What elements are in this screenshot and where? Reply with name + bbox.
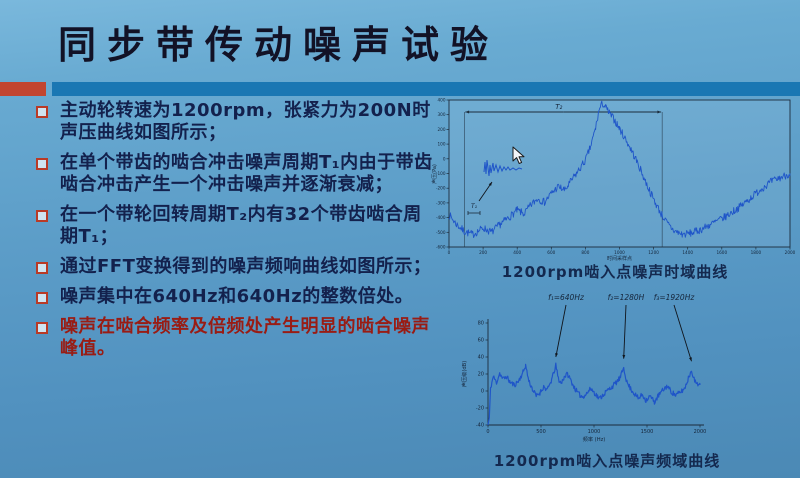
- x-tick-label: 1800: [751, 250, 762, 255]
- x-tick-label: 1400: [682, 250, 693, 255]
- t1-label: T₁: [471, 203, 478, 210]
- y-tick-label: -600: [436, 245, 446, 250]
- y-tick-label: 400: [438, 98, 446, 103]
- y-tick-label: 40: [478, 355, 484, 361]
- peak-frequency-label: f₂=1280H: [608, 293, 645, 302]
- bullet-square-icon: [36, 262, 48, 274]
- y-tick-label: 300: [438, 112, 446, 117]
- y-tick-label: 200: [438, 127, 446, 132]
- bullet-text: 在一个带轮回转周期T₂内有32个带齿啮合周期T₁；: [60, 204, 422, 247]
- bullet-item: 通过FFT变换得到的噪声频响曲线如图所示；: [36, 256, 438, 278]
- bullet-square-icon: [36, 106, 48, 118]
- x-tick-label: 600: [547, 250, 555, 255]
- spectrum-curve: [487, 362, 701, 426]
- y-tick-label: -500: [436, 230, 446, 235]
- y-tick-label: -40: [476, 423, 484, 429]
- peak-frequency-label: f₁=640Hz: [548, 293, 585, 302]
- y-axis-label: 声压(Pa): [431, 164, 438, 184]
- inset-waveform: [483, 159, 523, 177]
- x-tick-label: 0: [448, 250, 451, 255]
- bullet-text: 噪声集中在640Hz和640Hz的整数倍处。: [60, 286, 414, 307]
- x-tick-label: 2000: [694, 429, 707, 435]
- x-axis-label: 时间采样点: [607, 255, 632, 262]
- mouse-cursor-icon: [512, 146, 525, 164]
- x-tick-label: 2000: [785, 250, 796, 255]
- x-tick-label: 0: [486, 429, 489, 435]
- bullet-item: 主动轮转速为1200rpm，张紧力为200N时声压曲线如图所示；: [36, 100, 438, 144]
- bullet-text: 主动轮转速为1200rpm，张紧力为200N时声压曲线如图所示；: [60, 100, 431, 143]
- x-tick-label: 1600: [716, 250, 727, 255]
- x-tick-label: 800: [581, 250, 589, 255]
- y-tick-label: -100: [436, 171, 446, 176]
- bullet-text: 通过FFT变换得到的噪声频响曲线如图所示；: [60, 256, 432, 277]
- bullet-list: 主动轮转速为1200rpm，张紧力为200N时声压曲线如图所示； 在单个带齿的啮合…: [36, 100, 438, 368]
- bullet-square-icon: [36, 322, 48, 334]
- x-axis-label: 频率 (Hz): [583, 435, 606, 443]
- x-tick-label: 1000: [614, 250, 625, 255]
- bullet-square-icon: [36, 210, 48, 222]
- header-divider-red-block: [0, 82, 46, 96]
- y-tick-label: 100: [438, 142, 446, 147]
- y-tick-label: 80: [478, 321, 484, 327]
- y-axis-label: 声压级(dB): [460, 361, 468, 387]
- y-tick-label: 0: [481, 389, 484, 395]
- bullet-text: 在单个带齿的啮合冲击噪声周期T₁内由于带齿啮合冲击产生一个冲击噪声并逐渐衰减；: [60, 152, 433, 195]
- bullet-text: 噪声在啮合频率及倍频处产生明显的啮合噪声峰值。: [60, 316, 430, 359]
- y-tick-label: -200: [436, 186, 446, 191]
- y-tick-label: -20: [476, 406, 484, 412]
- bullet-item: 噪声在啮合频率及倍频处产生明显的啮合噪声峰值。: [36, 316, 438, 360]
- x-tick-label: 1200: [648, 250, 659, 255]
- y-tick-label: -300: [436, 200, 446, 205]
- y-tick-label: -400: [436, 215, 446, 220]
- x-tick-label: 200: [479, 250, 487, 255]
- freq-chart-caption: 1200rpm啮入点噪声频域曲线: [493, 452, 721, 470]
- x-tick-label: 400: [513, 250, 521, 255]
- header-divider-blue-bar: [52, 82, 800, 96]
- waveform: [448, 100, 791, 239]
- peak-frequency-label: f₃=1920Hz: [654, 293, 696, 302]
- time-chart-caption: 1200rpm啮入点噪声时域曲线: [501, 263, 729, 281]
- bullet-item: 噪声集中在640Hz和640Hz的整数倍处。: [36, 286, 438, 308]
- x-tick-label: 1500: [641, 429, 654, 435]
- bullet-square-icon: [36, 292, 48, 304]
- bullet-item: 在一个带轮回转周期T₂内有32个带齿啮合周期T₁；: [36, 204, 438, 248]
- bullet-square-icon: [36, 158, 48, 170]
- bullet-item: 在单个带齿的啮合冲击噪声周期T₁内由于带齿啮合冲击产生一个冲击噪声并逐渐衰减；: [36, 152, 438, 196]
- y-tick-label: 0: [443, 156, 446, 161]
- page-title: 同步带传动噪声试验: [58, 22, 500, 67]
- t2-label: T₂: [555, 103, 562, 111]
- y-tick-label: 20: [478, 372, 484, 378]
- y-tick-label: 60: [478, 338, 484, 344]
- x-tick-label: 500: [536, 429, 546, 435]
- x-tick-label: 1000: [588, 429, 601, 435]
